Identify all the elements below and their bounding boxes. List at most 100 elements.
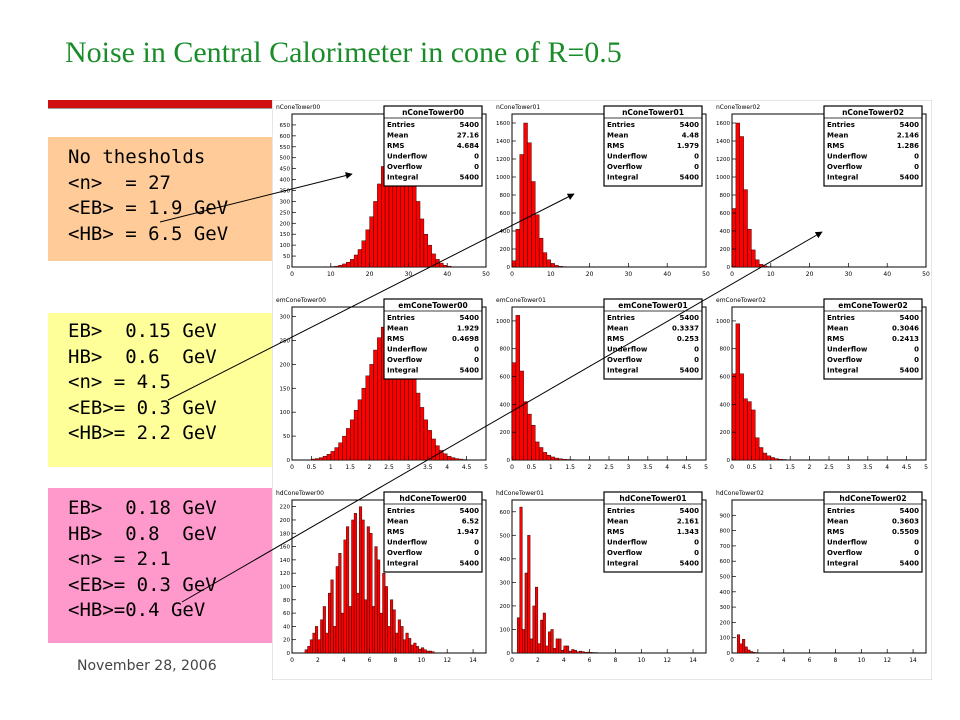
x-tick-label: 30 — [405, 271, 413, 278]
stats-value: 0 — [914, 163, 919, 171]
x-tick-label: 12 — [663, 657, 671, 664]
histogram-bar — [743, 398, 748, 461]
y-tick-label: 600 — [720, 211, 731, 217]
stats-label: Entries — [607, 507, 635, 515]
stats-value: 0 — [914, 346, 919, 354]
y-tick-label: 900 — [720, 513, 731, 519]
stats-value: 6.52 — [462, 518, 479, 526]
stats-label: Overflow — [607, 163, 643, 171]
histogram-emConeTower01: emConeTower01 0 0.5 1 1.5 2 2.5 3 3.5 4 4.5 5 0 200 40… — [496, 297, 708, 471]
y-tick-label: 800 — [720, 347, 731, 353]
stats-value: 5400 — [900, 507, 920, 515]
stats-value: 5400 — [460, 121, 480, 129]
histogram-bar — [357, 249, 363, 268]
x-tick-label: 0 — [510, 271, 514, 278]
x-tick-label: 1 — [549, 464, 553, 471]
stats-value: 5400 — [460, 507, 480, 515]
stats-label: Entries — [827, 507, 855, 515]
x-tick-label: 4.5 — [902, 464, 912, 471]
x-tick-label: 5 — [484, 464, 488, 471]
histogram-bar — [516, 617, 520, 654]
stats-label: Entries — [387, 121, 415, 129]
x-tick-label: 1.5 — [345, 464, 355, 471]
histogram-bar — [333, 626, 337, 654]
stats-value: 0 — [474, 153, 479, 161]
histogram-bar — [353, 513, 357, 654]
histogram-bar — [535, 441, 540, 461]
histogram-bar — [550, 263, 555, 268]
histogram-bar — [751, 249, 756, 268]
histogram-bar — [311, 458, 316, 461]
histogram-bar — [377, 559, 381, 654]
x-tick-label: 0.5 — [527, 464, 537, 471]
y-tick-label: 150 — [280, 386, 291, 392]
stats-label: Entries — [387, 314, 415, 322]
x-tick-label: 0 — [510, 464, 514, 471]
y-tick-label: 600 — [280, 134, 291, 140]
stats-value: 0 — [694, 549, 699, 557]
threshold-2-summary-box: EB> 0.18 GeV HB> 0.8 GeV <n> = 2.1 <EB>=… — [48, 488, 272, 643]
histogram-bar — [427, 430, 432, 461]
histogram-bar — [379, 612, 383, 654]
x-tick-label: 10 — [418, 657, 426, 664]
histogram-hdConeTower02: hdConeTower02 0 2 4 6 8 10 12 14 0 100 200 300 400 500… — [716, 490, 927, 664]
stats-title: nConeTower00 — [402, 108, 464, 117]
y-tick-label: 1600 — [496, 121, 510, 127]
stats-box — [823, 105, 923, 187]
histogram-bar — [371, 606, 375, 654]
y-tick-label: 0 — [507, 651, 511, 657]
histogram-bar — [338, 265, 343, 268]
histogram-bar — [568, 650, 572, 654]
summary-line: <EB> = 1.9 GeV — [68, 197, 229, 219]
stats-box — [603, 105, 703, 187]
x-tick-label: 50 — [702, 271, 710, 278]
stats-value: 0 — [474, 163, 479, 171]
histogram-bar — [318, 457, 324, 461]
histogram-bar — [304, 649, 308, 654]
histogram-bar — [338, 442, 343, 461]
stats-title: emConeTower02 — [838, 301, 907, 310]
histogram-bar — [346, 261, 351, 268]
stats-label: Integral — [607, 560, 638, 568]
slide-date: November 28, 2006 — [77, 658, 217, 674]
x-tick-label: 14 — [469, 657, 477, 664]
stats-value: 0.4698 — [452, 335, 479, 343]
y-tick-label: 200 — [720, 620, 731, 626]
histogram-bar — [762, 265, 768, 268]
x-tick-label: 2 — [756, 657, 760, 664]
x-tick-label: 3.5 — [863, 464, 873, 471]
x-tick-label: 0 — [290, 657, 294, 664]
y-tick-label: 1400 — [496, 139, 510, 145]
histogram-corner-title: nConeTower02 — [716, 104, 760, 111]
histogram-bar — [731, 208, 737, 268]
histogram-bar — [408, 638, 412, 654]
y-tick-label: 0 — [287, 265, 291, 271]
stats-value: 1.343 — [677, 528, 699, 536]
x-tick-label: 0 — [730, 464, 734, 471]
stats-value: 0.3337 — [672, 325, 699, 333]
histogram-corner-title: emConeTower00 — [276, 297, 326, 304]
x-tick-label: 4 — [342, 657, 346, 664]
histogram-bar — [758, 264, 764, 268]
y-tick-label: 300 — [280, 315, 291, 321]
stats-label: Mean — [827, 325, 848, 333]
y-tick-label: 1600 — [716, 121, 730, 127]
summary-line: <n> = 2.1 — [68, 548, 171, 570]
histogram-bar — [366, 526, 370, 654]
stats-value: 4.48 — [682, 132, 699, 140]
histogram-bar — [349, 419, 355, 461]
x-tick-label: 5 — [704, 464, 708, 471]
histogram-bar — [431, 651, 435, 654]
histogram-bar — [523, 122, 528, 268]
summary-line: HB> 0.6 GeV — [68, 345, 217, 368]
histogram-bar — [361, 388, 366, 461]
summary-line: EB> 0.15 GeV — [68, 320, 217, 342]
histogram-bar — [531, 181, 536, 268]
histogram-nConeTower02: nConeTower02 0 10 20 30 40 50 0 200 400 600 800 1000… — [716, 104, 930, 278]
histogram-bar — [538, 237, 544, 268]
histogram-bar — [431, 438, 436, 461]
histogram-bar — [511, 362, 517, 461]
y-tick-label: 0 — [507, 265, 511, 271]
histogram-bar — [435, 445, 440, 461]
histogram-bar — [373, 349, 378, 461]
